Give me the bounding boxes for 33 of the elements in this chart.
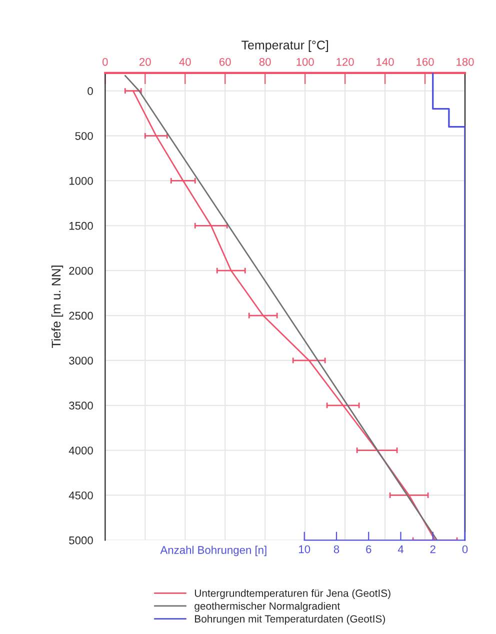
x-tick-label: 180 <box>456 58 474 66</box>
legend-label: Bohrungen mit Temperaturdaten (GeotIS) <box>195 614 385 625</box>
x-tick-label: 40 <box>179 58 191 66</box>
y-tick-label: 4500 <box>68 492 93 500</box>
y-tick-label: 2500 <box>69 312 93 320</box>
x2-tick-label: 8 <box>334 545 340 554</box>
x-tick-label: 120 <box>336 58 354 66</box>
x-tick-label: 0 <box>102 58 108 66</box>
y-tick-label: 0 <box>88 87 93 96</box>
x2-tick-label: 10 <box>299 545 310 554</box>
legend-label: Untergrundtemperaturen für Jena (GeotIS) <box>194 589 390 599</box>
y-tick-label: 1000 <box>69 177 93 185</box>
x2-axis-title: Anzahl Bohrungen [n] <box>160 546 266 556</box>
x2-tick-label: 2 <box>430 545 436 554</box>
y-tick-label: 3000 <box>69 356 93 365</box>
x-axis-title: Temperatur [°C] <box>242 40 328 52</box>
x2-tick-label: 6 <box>366 545 372 554</box>
legend-label: geothermischer Normalgradient <box>194 602 340 612</box>
x2-tick-label: 4 <box>398 545 404 554</box>
x-tick-label: 20 <box>140 58 151 66</box>
x-tick-label: 100 <box>296 58 314 66</box>
y-tick-label: 1500 <box>69 222 93 230</box>
y-tick-label: 500 <box>75 132 93 140</box>
y-tick-label: 2000 <box>69 266 93 275</box>
y-axis-title: Tiefe [m u. NN] <box>51 266 64 348</box>
x2-tick-label: 0 <box>462 545 468 554</box>
y-tick-label: 3500 <box>69 402 93 410</box>
y-tick-label: 4000 <box>68 446 93 454</box>
x-tick-label: 80 <box>259 58 271 66</box>
x-tick-label: 160 <box>416 58 434 66</box>
x-tick-label: 60 <box>219 58 231 66</box>
y-tick-label: 5000 <box>69 536 93 544</box>
x-tick-label: 140 <box>376 58 394 66</box>
